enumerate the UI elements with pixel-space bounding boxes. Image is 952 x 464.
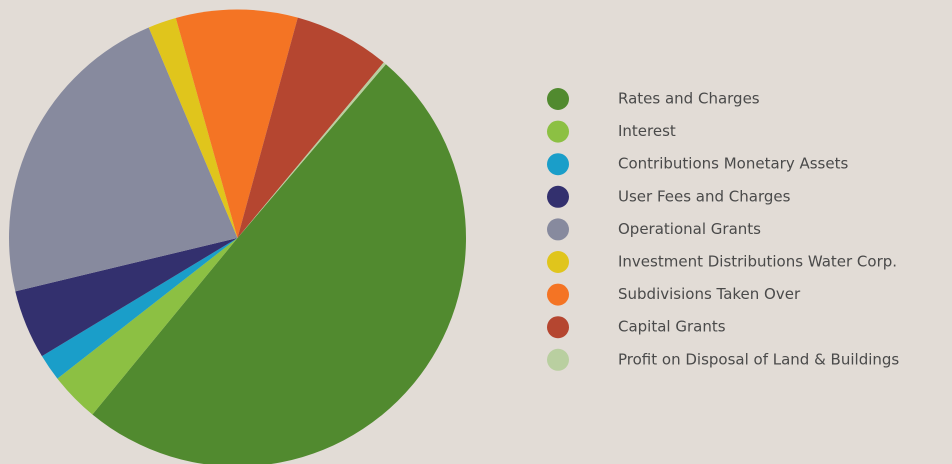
legend-label: Investment Distributions Water Corp. [618, 253, 897, 271]
pie-slice [57, 238, 238, 415]
legend-swatch [547, 316, 569, 339]
pie-slice [148, 17, 238, 238]
legend-label: Capital Grants [618, 318, 726, 336]
pie-slice [41, 238, 238, 379]
pie-slice [237, 17, 384, 238]
legend-label: Interest [618, 122, 676, 140]
legend-label: Rates and Charges [618, 90, 760, 108]
legend-label: Subdivisions Taken Over [618, 285, 801, 303]
legend-label: Contributions Monetary Assets [618, 155, 848, 173]
pie-slice [92, 64, 466, 464]
legend-swatch [547, 218, 569, 241]
legend-swatch [547, 185, 569, 208]
legend-swatch [547, 251, 569, 273]
legend-label: User Fees and Charges [618, 187, 791, 205]
legend-swatch [547, 153, 569, 176]
pie-slice [175, 9, 298, 238]
legend-swatch [547, 88, 569, 110]
pie-slice [15, 238, 238, 357]
pie-slice [237, 62, 386, 239]
legend-label: Operational Grants [618, 220, 761, 238]
legend-swatch [547, 120, 569, 143]
legend-label: Profit on Disposal of Land & Buildings [618, 350, 899, 368]
legend-swatch [547, 348, 569, 371]
legend-swatch [547, 283, 569, 306]
pie-slice [8, 27, 238, 292]
